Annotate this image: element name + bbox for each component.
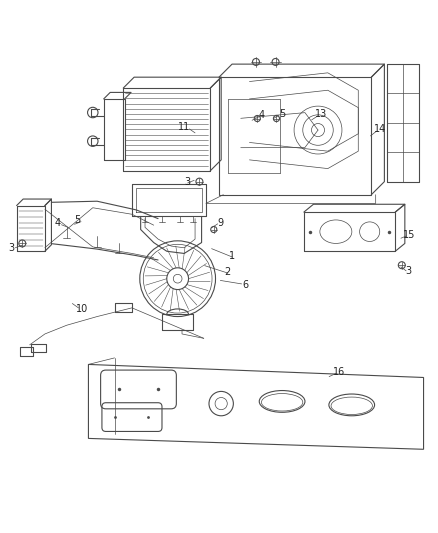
Text: 5: 5 bbox=[279, 109, 285, 119]
Text: 3: 3 bbox=[184, 176, 191, 187]
Text: 11: 11 bbox=[178, 122, 190, 132]
Text: 1: 1 bbox=[229, 251, 235, 261]
Text: 2: 2 bbox=[225, 266, 231, 277]
Text: 6: 6 bbox=[242, 280, 248, 290]
Text: 10: 10 bbox=[76, 304, 88, 314]
Text: 3: 3 bbox=[8, 243, 14, 253]
Text: 15: 15 bbox=[403, 230, 416, 240]
Text: 16: 16 bbox=[332, 367, 345, 377]
Text: 9: 9 bbox=[217, 218, 223, 228]
Text: 3: 3 bbox=[405, 266, 411, 276]
Text: 5: 5 bbox=[74, 215, 81, 225]
Text: 4: 4 bbox=[258, 110, 264, 120]
Text: 4: 4 bbox=[55, 218, 61, 228]
Text: 13: 13 bbox=[315, 109, 327, 119]
Text: 14: 14 bbox=[374, 124, 386, 134]
